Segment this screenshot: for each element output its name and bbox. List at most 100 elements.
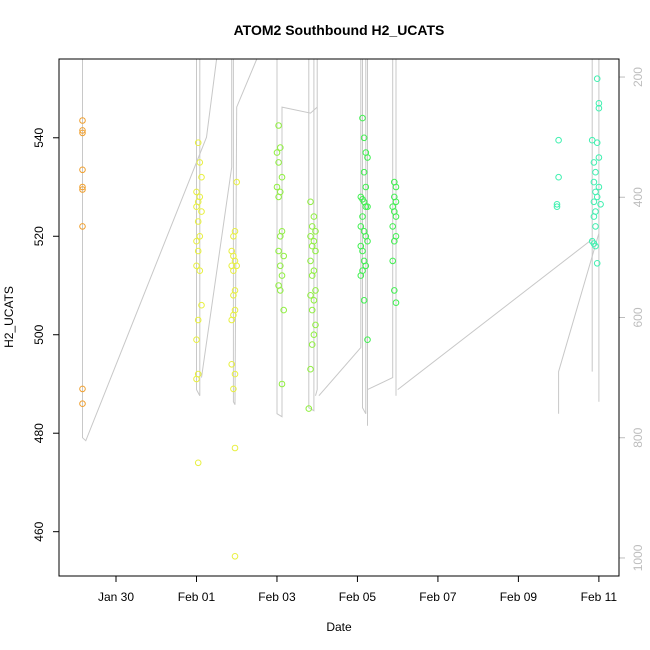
data-point [198, 301, 205, 309]
data-point [590, 198, 598, 206]
data-point [392, 299, 400, 307]
data-point [392, 213, 400, 220]
data-point [310, 297, 318, 304]
data-point [194, 247, 202, 255]
data-point [79, 186, 86, 193]
data-point [231, 444, 239, 452]
y-tick-label: 520 [32, 226, 46, 246]
data-point [233, 262, 240, 270]
data-point [79, 223, 86, 230]
y2-tick-label: 600 [631, 307, 645, 327]
data-point [275, 247, 282, 255]
data-point [79, 117, 86, 124]
data-point [308, 242, 316, 250]
data-point [277, 233, 284, 240]
data-point [590, 213, 598, 220]
data-point [307, 292, 314, 299]
profile-line [232, 58, 258, 405]
y-axis-label: H2_UCATS [2, 286, 16, 348]
data-point [362, 262, 370, 270]
data-point [592, 168, 599, 176]
data-point [310, 331, 318, 339]
data-point [595, 100, 603, 107]
data-point [79, 183, 86, 191]
data-point [275, 122, 282, 129]
axes: Jan 30 Feb 01 Feb 03 Feb 05 Feb 07 Feb 09 Feb … [32, 67, 645, 604]
profile-line [367, 58, 397, 396]
data-point [79, 385, 86, 393]
data-point [196, 233, 204, 240]
data-point [307, 233, 314, 240]
data-point [357, 223, 365, 230]
x-tick-label: Feb 07 [419, 590, 457, 604]
x-tick-label: Feb 11 [581, 590, 618, 604]
y2-tick-label: 200 [631, 67, 645, 87]
y-tick-label: 460 [32, 521, 46, 541]
data-point [277, 262, 284, 270]
data-point [79, 400, 86, 408]
data-point [278, 173, 286, 181]
data-point [305, 405, 313, 412]
data-point [593, 75, 601, 82]
data-point [391, 287, 398, 294]
data-point [590, 159, 598, 166]
data-point [277, 144, 284, 151]
data-point [592, 242, 599, 250]
data-point [360, 168, 368, 176]
data-point [193, 375, 200, 383]
data-point [79, 127, 86, 134]
data-point [194, 316, 202, 324]
data-point [307, 365, 314, 373]
data-point [359, 114, 366, 122]
x-axis-label: Date [326, 620, 352, 634]
data-point [357, 272, 365, 279]
data-point [280, 252, 288, 260]
data-point [273, 183, 281, 191]
data-point [79, 129, 86, 137]
data-point [308, 306, 316, 314]
data-point [364, 237, 371, 245]
data-point [588, 136, 596, 144]
data-point [359, 247, 366, 255]
data-point [310, 213, 318, 220]
data-point [553, 203, 561, 210]
data-point [230, 267, 237, 275]
x-tick-label: Jan 30 [98, 590, 134, 604]
data-point [308, 223, 316, 230]
data-point [364, 203, 371, 210]
y2-tick-label: 1000 [631, 544, 645, 571]
x-tick-label: Feb 09 [500, 590, 538, 604]
data-point [312, 287, 319, 294]
data-point [275, 159, 282, 166]
data-point [230, 385, 237, 393]
data-points [79, 75, 604, 560]
data-point [231, 370, 239, 378]
data-point [230, 292, 237, 299]
profile-line [362, 58, 368, 426]
data-point [595, 183, 603, 191]
data-point [273, 149, 281, 156]
data-point [389, 257, 397, 265]
data-point [193, 188, 200, 196]
profile-line [558, 59, 600, 414]
data-point [231, 553, 239, 560]
y-tick-label: 500 [32, 324, 46, 344]
data-point [193, 262, 200, 270]
data-point [595, 104, 603, 112]
data-point [307, 257, 314, 265]
data-point [364, 336, 371, 344]
data-point [194, 139, 202, 146]
y-tick-label: 540 [32, 127, 46, 147]
profile-line [201, 59, 233, 378]
profile-line [276, 59, 318, 418]
data-point [362, 183, 370, 191]
y2-tick-label: 400 [631, 187, 645, 207]
y2-tick-label: 800 [631, 427, 645, 447]
chart-title: ATOM2 Southbound H2_UCATS [234, 22, 445, 38]
data-point [280, 306, 288, 314]
data-point [389, 223, 397, 230]
data-point [360, 297, 368, 304]
data-point [553, 201, 561, 208]
data-point [231, 228, 239, 235]
